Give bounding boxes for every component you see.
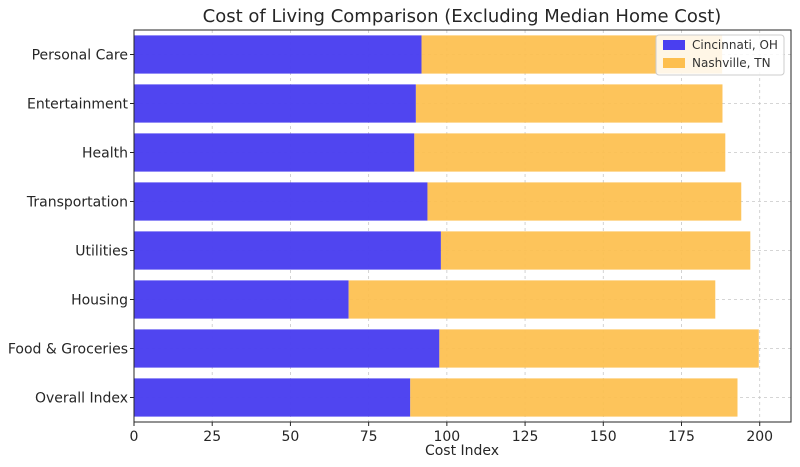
bar-cincinnati <box>134 35 422 74</box>
y-axis-labels: Overall Index Food & Groceries Housing Util… <box>8 48 134 407</box>
x-axis-label: Cost Index <box>425 443 499 459</box>
y-category-label: Food & Groceries <box>8 342 128 358</box>
x-tick-label: 75 <box>360 429 378 445</box>
bar-cincinnati <box>134 133 415 172</box>
bar-cincinnati <box>134 329 440 368</box>
legend-swatch <box>663 40 685 50</box>
y-category-label: Personal Care <box>32 48 128 64</box>
bars-layer <box>134 35 759 417</box>
x-tick-label: 125 <box>512 429 539 445</box>
bar-nashville <box>414 133 726 172</box>
bar-nashville <box>415 84 723 123</box>
chart-title: Cost of Living Comparison (Excluding Med… <box>203 6 722 27</box>
legend: Cincinnati, OH Nashville, TN <box>655 34 785 76</box>
y-category-label: Overall Index <box>35 391 128 407</box>
x-tick-label: 25 <box>203 429 221 445</box>
bar-nashville <box>348 280 716 319</box>
x-tick-label: 0 <box>130 429 139 445</box>
bar-cincinnati <box>134 182 428 221</box>
x-tick-label: 200 <box>746 429 773 445</box>
x-tick-label: 175 <box>668 429 695 445</box>
legend-swatch <box>663 58 685 68</box>
plot-frame <box>133 29 792 423</box>
y-category-label: Entertainment <box>27 97 129 113</box>
bar-nashville <box>440 231 751 270</box>
x-tick-label: 150 <box>590 429 617 445</box>
bar-cincinnati <box>134 280 349 319</box>
x-tick-label: 50 <box>282 429 300 445</box>
y-category-label: Housing <box>71 293 128 309</box>
x-tick-label: 100 <box>433 429 460 445</box>
y-category-label: Transportation <box>26 195 128 211</box>
bar-cincinnati <box>134 84 416 123</box>
bar-cincinnati <box>134 378 411 417</box>
legend-label: Cincinnati, OH <box>692 38 778 52</box>
bar-nashville <box>427 182 742 221</box>
legend-box <box>655 34 785 76</box>
x-axis-ticks: 0 25 50 75 100 125 150 175 200 <box>130 422 773 445</box>
bar-cincinnati <box>134 231 441 270</box>
legend-label: Nashville, TN <box>692 56 771 70</box>
y-category-label: Utilities <box>75 244 128 260</box>
bar-nashville <box>410 378 738 417</box>
y-category-label: Health <box>82 146 128 162</box>
bar-nashville <box>439 329 759 368</box>
